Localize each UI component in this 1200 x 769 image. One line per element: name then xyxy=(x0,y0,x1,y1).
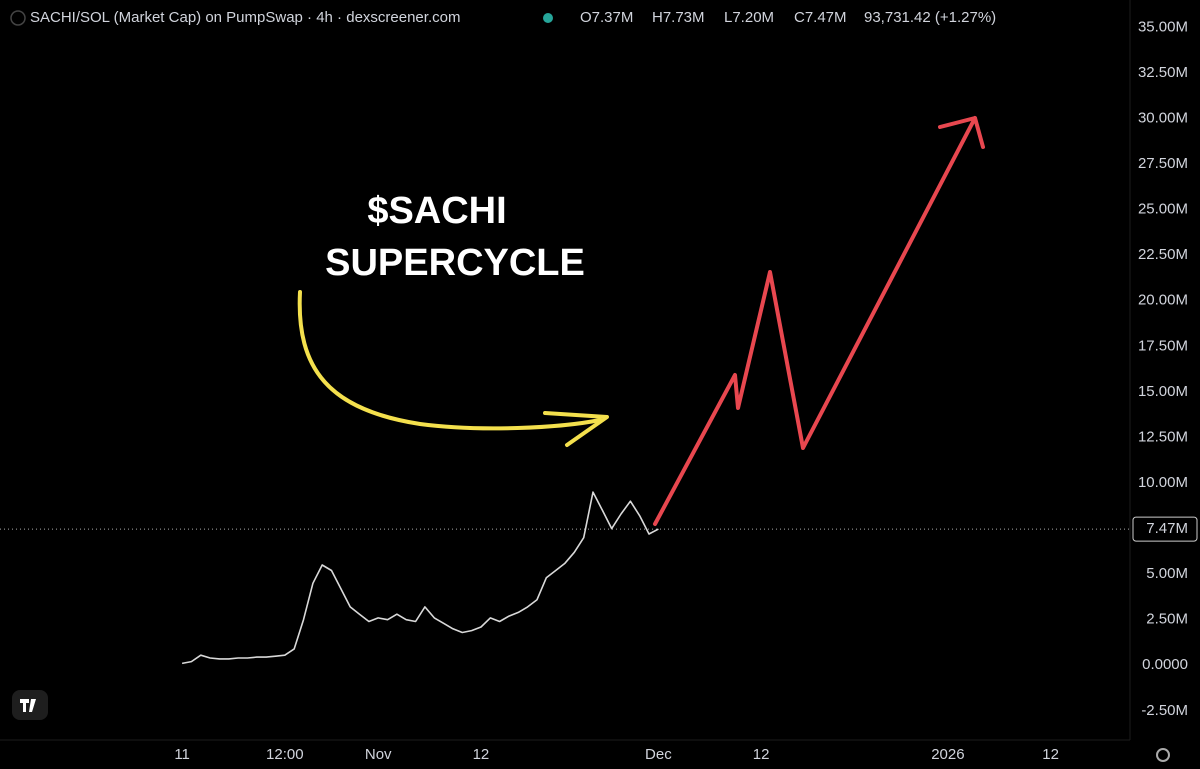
y-tick-label: 25.00M xyxy=(1138,201,1188,218)
y-tick-label: 35.00M xyxy=(1138,18,1188,35)
y-tick-label: 27.50M xyxy=(1138,155,1188,172)
x-tick-label: Nov xyxy=(365,746,392,763)
status-dot xyxy=(543,13,553,23)
x-tick-label: 12 xyxy=(1042,746,1059,763)
x-tick-label: Dec xyxy=(645,746,672,763)
settings-icon[interactable] xyxy=(1156,748,1170,762)
price-line xyxy=(181,491,659,665)
ohlc-value: C7.47M xyxy=(794,9,847,26)
y-tick-label: 20.00M xyxy=(1138,292,1188,309)
x-tick-label: 11 xyxy=(174,746,190,763)
y-tick-label: 5.00M xyxy=(1146,565,1188,582)
y-tick-label: 32.50M xyxy=(1138,64,1188,81)
red-projection xyxy=(653,116,985,526)
y-tick-label: 17.50M xyxy=(1138,337,1188,354)
x-tick-label: 12:00 xyxy=(266,746,304,763)
ohlc-group: O7.37M H7.73M L7.20M C7.47M 93,731.42 (+1.27… xyxy=(580,9,996,26)
y-tick-label: 10.00M xyxy=(1138,474,1188,491)
ohlc-value: H7.73M xyxy=(652,9,705,26)
symbol-icon xyxy=(10,10,26,26)
x-tick-label: 12 xyxy=(473,746,490,763)
annotation: SUPERCYCLE xyxy=(325,242,585,284)
ohlc-value: O7.37M xyxy=(580,9,633,26)
y-tick-label: 15.00M xyxy=(1138,383,1188,400)
y-tick-label: 0.0000 xyxy=(1142,656,1188,673)
ohlc-value: L7.20M xyxy=(724,9,774,26)
last-price-box xyxy=(1132,516,1198,542)
last-price-label: 7.47M xyxy=(1146,520,1188,537)
annotation: $SACHI xyxy=(367,190,506,232)
y-tick-label: 2.50M xyxy=(1146,611,1188,628)
y-tick-label: -2.50M xyxy=(1141,702,1188,719)
yellow-arrowhead xyxy=(543,411,609,447)
y-tick-label: 22.50M xyxy=(1138,246,1188,263)
logo xyxy=(12,690,48,720)
y-tick-label: 30.00M xyxy=(1138,109,1188,126)
x-tick-label: 2026 xyxy=(931,746,964,763)
y-tick-label: 12.50M xyxy=(1138,428,1188,445)
chart-title: SACHI/SOL (Market Cap) on PumpSwap · 4h … xyxy=(30,9,460,26)
ohlc-value: 93,731.42 (+1.27%) xyxy=(864,9,996,26)
logo-mark xyxy=(20,699,36,712)
x-tick-label: 12 xyxy=(753,746,770,763)
yellow-arrow xyxy=(297,290,602,431)
